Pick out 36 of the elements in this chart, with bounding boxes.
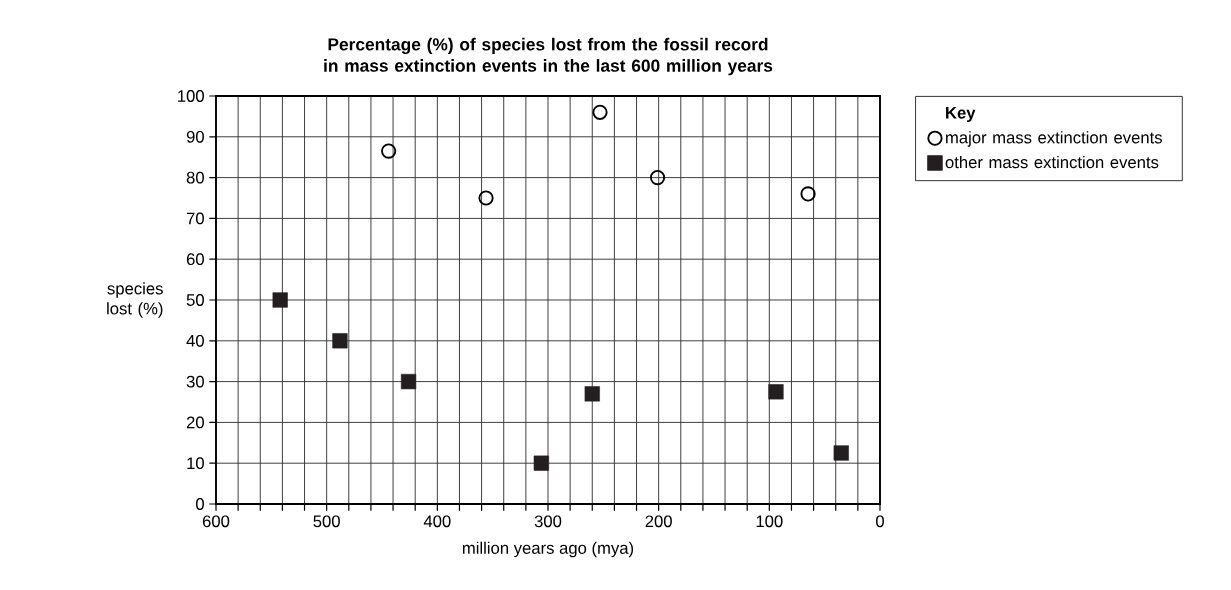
y-tick-label: 80 [186, 171, 204, 184]
point [533, 455, 549, 471]
x-tick-label: 100 [756, 515, 783, 528]
point [381, 143, 397, 159]
point [768, 384, 784, 400]
point [478, 190, 494, 206]
point [800, 186, 816, 202]
point [400, 374, 417, 390]
point [649, 169, 666, 186]
y-tick-label: 60 [186, 253, 204, 266]
x-tick-label: 600 [202, 515, 230, 528]
y-tick-label: 40 [186, 334, 204, 347]
x-tick-label: 400 [423, 515, 451, 528]
y-axis-title: species lost (%) [107, 282, 163, 318]
chart-title: Percentage (%) of species lost from the fossil record in mass extinction events in the last 600 million years [324, 37, 773, 76]
x-tick-label: 200 [645, 515, 672, 528]
y-tick-label: 50 [186, 294, 204, 306]
y-tick-label: 0 [196, 498, 204, 510]
x-axis-title: million years ago (mya) [462, 541, 634, 558]
point [332, 333, 348, 349]
y-tick-label: 90 [186, 130, 204, 143]
legend-label: other mass extinction events [945, 155, 1159, 169]
y-tick-label: 10 [187, 457, 204, 470]
point [833, 445, 849, 461]
x-tick-label: 500 [313, 515, 340, 528]
point [592, 104, 608, 120]
x-tick-label: 0 [876, 515, 884, 528]
point [272, 292, 288, 308]
y-tick-label: 30 [186, 375, 204, 388]
legend-label: major mass extinction events [946, 131, 1162, 147]
x-tick-label: 300 [534, 515, 562, 528]
point [584, 386, 600, 402]
y-tick-label: 100 [178, 90, 204, 102]
y-tick-label: 70 [186, 212, 204, 225]
legend-title: Key [946, 107, 976, 122]
y-tick-label: 20 [186, 416, 204, 429]
